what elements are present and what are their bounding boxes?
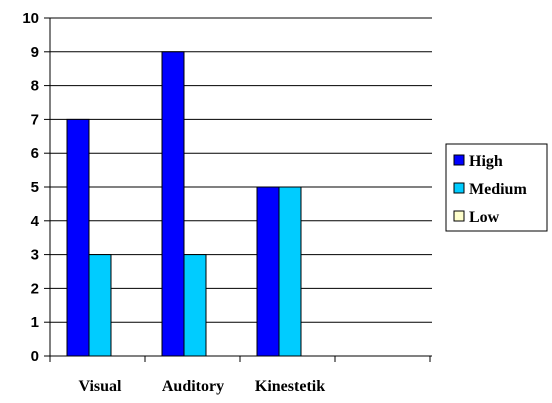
y-tick-label: 10 <box>22 10 39 27</box>
y-tick-label: 5 <box>31 179 39 196</box>
bar-medium-auditory <box>183 254 207 357</box>
legend-label-low: Low <box>469 209 500 226</box>
legend-label-high: High <box>469 153 503 170</box>
legend-swatch-high <box>453 154 465 166</box>
x-tick-label: Visual <box>79 378 123 395</box>
y-axis: 0 1 2 3 4 5 6 7 8 9 10 <box>22 10 51 365</box>
y-tick-label: 7 <box>31 111 39 128</box>
bar-high-auditory <box>161 51 185 357</box>
gridlines <box>50 17 432 323</box>
y-tick-label: 3 <box>31 247 39 264</box>
bar-high-kinestetik <box>256 186 280 357</box>
y-tick-label: 9 <box>31 44 39 61</box>
y-tick-label: 0 <box>31 348 39 365</box>
bar-high-visual <box>66 118 90 357</box>
y-tick-label: 4 <box>31 213 40 230</box>
x-tick-label: Auditory <box>162 378 224 395</box>
x-axis: Visual Auditory Kinestetik <box>49 355 432 395</box>
y-tick-label: 8 <box>31 78 39 95</box>
bar-medium-kinestetik <box>278 186 302 357</box>
y-tick-label: 6 <box>31 145 39 162</box>
legend-swatch-low <box>453 210 465 222</box>
bar-medium-visual <box>88 254 112 357</box>
legend: High Medium Low <box>445 143 548 232</box>
legend-swatch-medium <box>453 182 465 194</box>
legend-label-medium: Medium <box>469 181 527 198</box>
bars <box>66 51 302 357</box>
y-tick-label: 2 <box>31 280 39 297</box>
x-tick-label: Kinestetik <box>255 378 325 395</box>
y-tick-label: 1 <box>31 314 39 331</box>
